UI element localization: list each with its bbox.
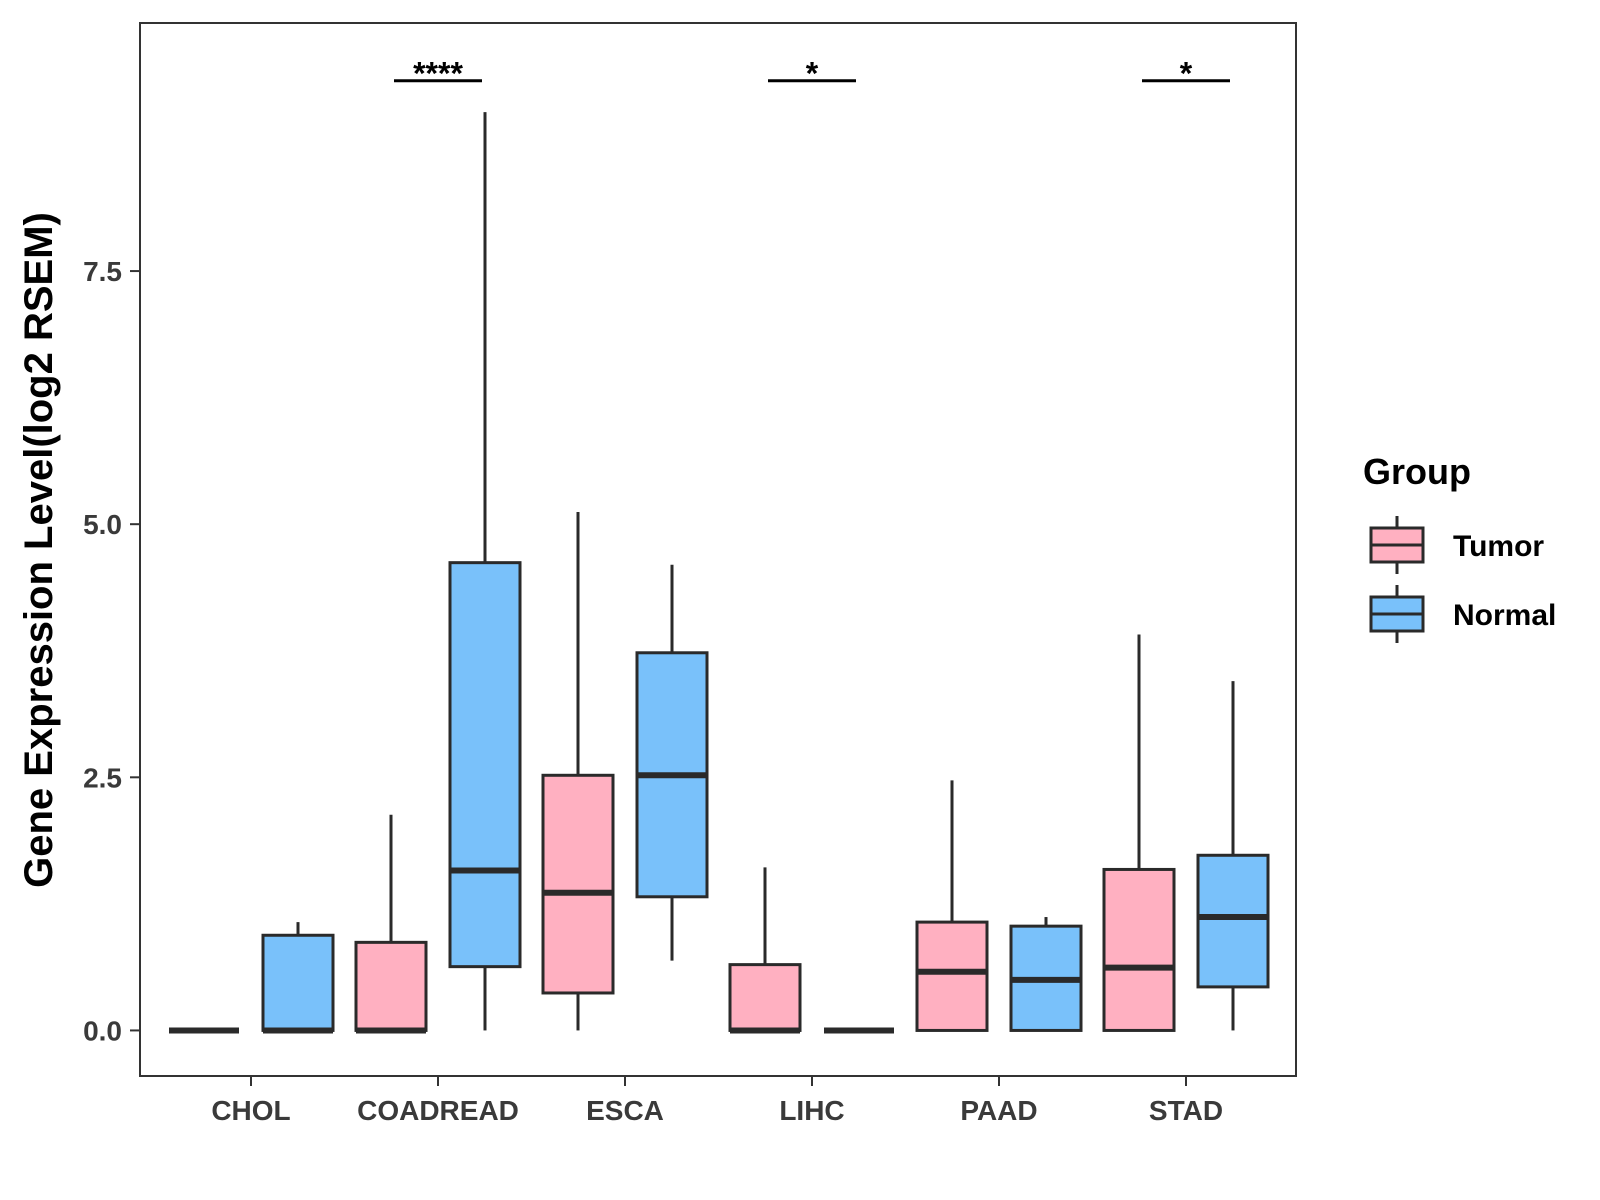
y-tick-label: 5.0 [83,509,122,540]
box-body [448,561,522,969]
legend-item-tumor: Tumor [1369,516,1544,574]
plot-panel-border [139,22,1297,1077]
x-tick-label: LIHC [779,1095,844,1126]
box-tumor-lihc [728,867,802,1034]
legend-label-tumor: Tumor [1453,530,1544,563]
x-tick-label: ESCA [586,1095,664,1126]
box-body [1196,853,1270,989]
box-tumor-stad [1102,634,1176,1032]
box-body [1102,867,1176,1032]
box-normal-chol [261,922,335,1034]
box-body [354,940,428,1032]
x-tick-label: CHOL [211,1095,290,1126]
x-tick-label: COADREAD [357,1095,519,1126]
legend-item-normal: Normal [1369,585,1556,643]
y-axis: 0.0 2.5 5.0 7.5 [83,256,140,1046]
y-tick-label: 7.5 [83,256,122,287]
significance-stad: * [1142,56,1230,92]
box-tumor-paad [915,780,989,1032]
significance-annotations: **** * * [394,56,1230,92]
box-normal-esca [635,564,709,961]
significance-coadread: **** [394,56,482,92]
legend-title: Group [1363,451,1471,492]
significance-label: * [806,56,819,92]
box-normal-paad [1009,917,1083,1032]
legend: Group Tumor Normal [1363,451,1556,643]
box-body [261,933,335,1032]
box-tumor-esca [541,512,615,1031]
y-tick-label: 2.5 [83,762,122,793]
box-normal-coadread [448,112,522,1031]
y-axis-title: Gene Expression Level(log2 RSEM) [17,212,61,888]
significance-label: * [1180,56,1193,92]
significance-label: **** [413,56,463,92]
box-normal-stad [1196,681,1270,1031]
x-axis: CHOL COADREAD ESCA LIHC PAAD STAD [211,1076,1223,1126]
x-tick-label: STAD [1149,1095,1223,1126]
significance-lihc: * [768,56,856,92]
box-body [541,773,615,995]
legend-label-normal: Normal [1453,599,1556,632]
x-tick-label: PAAD [960,1095,1037,1126]
box-body [915,920,989,1032]
y-tick-label: 0.0 [83,1015,122,1046]
plot-marks [169,112,1270,1034]
box-body [728,963,802,1032]
box-tumor-coadread [354,814,428,1034]
